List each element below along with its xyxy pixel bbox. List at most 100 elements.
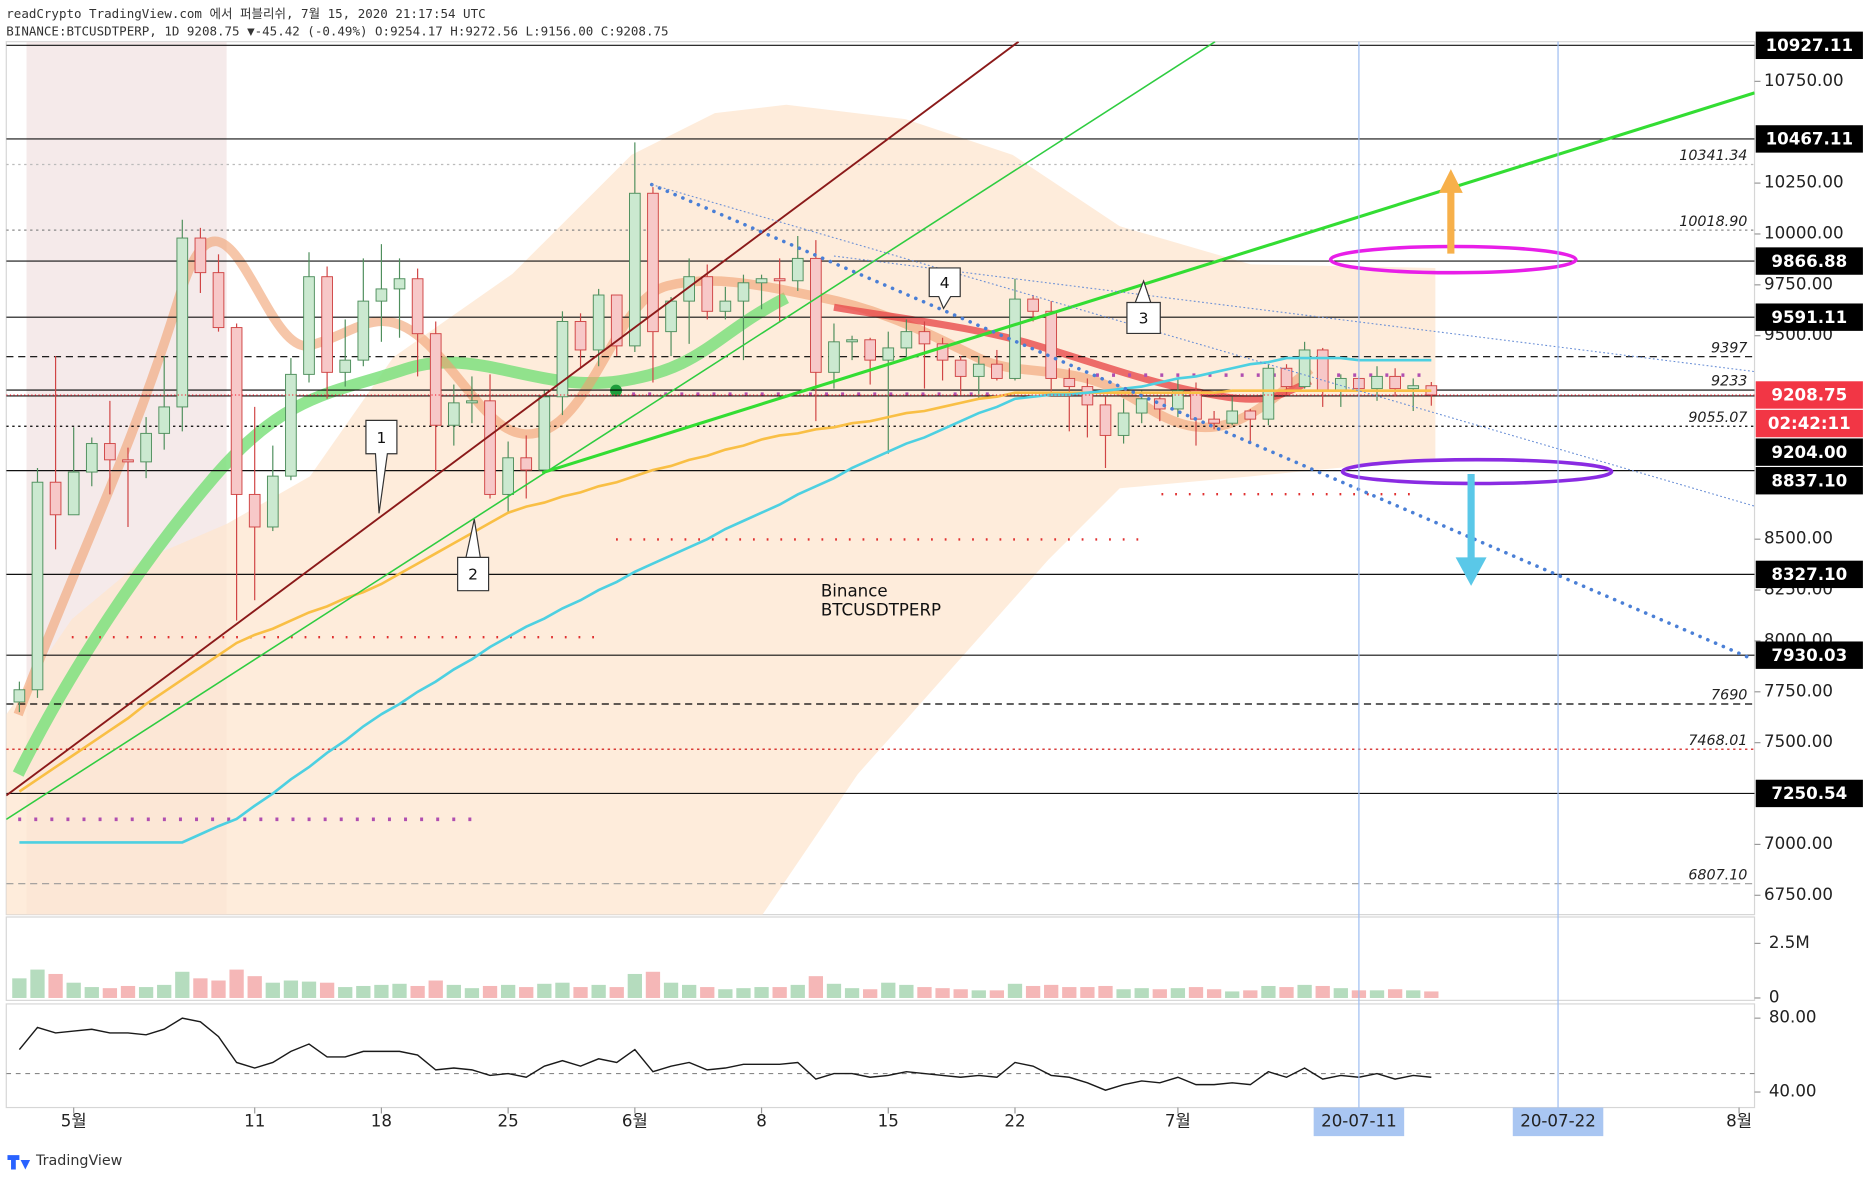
- trend-line: [833, 255, 1755, 373]
- candle-body: [339, 359, 352, 373]
- ribbon: [12, 292, 789, 777]
- candle-body: [375, 288, 388, 302]
- candle-body: [13, 689, 26, 703]
- volume-bar: [1261, 985, 1276, 998]
- y-tick-label: 0: [1769, 987, 1780, 1006]
- price-box: [1755, 641, 1863, 669]
- candle-body: [520, 457, 533, 471]
- countdown-box: [1755, 409, 1863, 438]
- y-tick-label: 40.00: [1769, 1082, 1817, 1101]
- volume-bar: [917, 987, 932, 998]
- y-tick-label: 7750.00: [1764, 681, 1833, 700]
- volume-bar: [338, 987, 353, 998]
- callout: [1126, 279, 1161, 335]
- y-tick-label: 2.5M: [1769, 933, 1810, 952]
- volume-bar: [1333, 988, 1348, 998]
- volume-layer: [12, 969, 1439, 998]
- volume-bar: [446, 984, 461, 998]
- axis-layer: 10750.0010250.0010000.009750.009500.0085…: [61, 31, 1863, 1137]
- volume-bar: [482, 985, 498, 998]
- volume-bar: [1406, 990, 1421, 998]
- date-label: 20-07-11: [1321, 1111, 1397, 1130]
- volume-bar: [1369, 990, 1385, 998]
- candle-body: [502, 457, 514, 495]
- price-box-label: 8837.10: [1771, 471, 1847, 490]
- candle-body: [1407, 385, 1420, 390]
- price-box: [1755, 467, 1863, 495]
- candle-body: [1316, 349, 1329, 392]
- volume-bar: [645, 971, 661, 998]
- y-tick-label: 10250.00: [1764, 173, 1843, 192]
- volume-bar: [1152, 989, 1167, 998]
- price-box-label: 9866.88: [1771, 252, 1847, 271]
- price-box-label: 9591.11: [1771, 308, 1847, 327]
- volume-bar: [591, 984, 606, 998]
- volume-bar: [392, 983, 407, 998]
- level-note: 6807.10: [1688, 867, 1747, 883]
- candle-body: [321, 276, 333, 373]
- candle-body: [1280, 367, 1293, 388]
- callout: [457, 519, 490, 592]
- x-tick-label: 7월: [1165, 1111, 1191, 1130]
- price-box: [1755, 31, 1863, 60]
- candle-body: [266, 475, 279, 528]
- volume-bar: [1387, 989, 1403, 998]
- x-tick-label: 18: [371, 1111, 392, 1130]
- volume-bar: [826, 983, 842, 998]
- brand-logo: [7, 1155, 31, 1170]
- oscillator-line: [18, 1017, 1432, 1091]
- candle-body: [683, 276, 695, 302]
- volume-bar: [989, 990, 1005, 998]
- level-note: 9055.07: [1688, 410, 1747, 426]
- volume-bar: [573, 987, 588, 998]
- candle-body: [1027, 298, 1039, 312]
- candle-body: [303, 276, 315, 375]
- price-box: [1755, 247, 1863, 275]
- volume-bar: [247, 976, 262, 998]
- candle-body: [1172, 390, 1184, 410]
- volume-bar: [1243, 990, 1258, 998]
- price-box-label: 8327.10: [1771, 565, 1847, 584]
- candle-body: [610, 294, 623, 347]
- volume-bar: [953, 989, 968, 998]
- candle-body: [248, 493, 261, 528]
- arrow-up: [1438, 169, 1463, 254]
- candle-body: [104, 443, 116, 461]
- volume-bar: [464, 988, 480, 998]
- volume-bar: [971, 990, 986, 998]
- date-label-box: [1313, 1107, 1405, 1137]
- volume-bar: [790, 984, 805, 998]
- volume-bar: [30, 969, 45, 998]
- overlay-line: [18, 389, 1432, 793]
- volume-bar: [627, 973, 642, 998]
- volume-bar: [1062, 987, 1077, 998]
- level-note: 9233: [1711, 374, 1747, 390]
- volume-bar: [1134, 988, 1149, 998]
- y-tick-label: 80.00: [1769, 1008, 1817, 1027]
- arrow-down: [1455, 473, 1487, 586]
- price-box: [1755, 125, 1863, 153]
- level-note: 10018.90: [1679, 214, 1747, 230]
- candle-body: [176, 237, 189, 408]
- volume-bar: [1188, 987, 1204, 998]
- candle-body: [1244, 410, 1257, 420]
- callout-label: 2: [468, 566, 478, 584]
- candle-body: [900, 331, 913, 349]
- candle-body: [85, 443, 98, 473]
- volume-bar: [84, 987, 99, 998]
- volume-bar: [899, 984, 914, 998]
- candle-body: [665, 300, 677, 333]
- volume-bar: [519, 987, 534, 998]
- candle-body: [882, 347, 895, 361]
- level-note: 10341.34: [1679, 148, 1747, 164]
- candle-body: [1208, 418, 1220, 424]
- volume-bar: [229, 969, 244, 998]
- y-tick-label: 6750.00: [1764, 885, 1833, 904]
- price-box: [1755, 381, 1863, 409]
- watermark: BTCUSDTPERP: [821, 600, 941, 619]
- volume-bar: [428, 980, 443, 998]
- volume-bar: [193, 978, 208, 998]
- volume-bar: [1225, 991, 1240, 998]
- volume-bar: [283, 980, 299, 998]
